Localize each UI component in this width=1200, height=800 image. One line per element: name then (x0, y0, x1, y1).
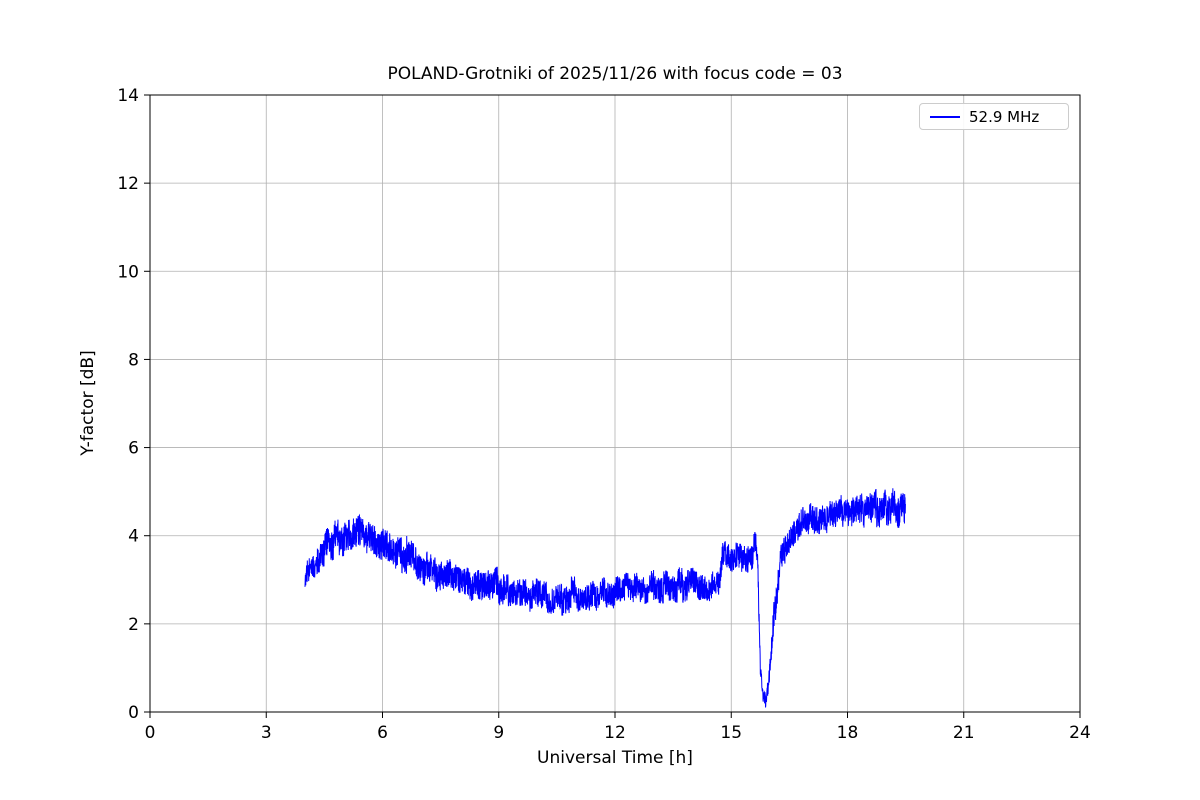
y-tick-label: 0 (128, 703, 139, 723)
x-tick-label: 15 (720, 723, 742, 743)
y-tick-label: 4 (128, 527, 139, 547)
x-tick-label: 24 (1069, 723, 1091, 743)
y-tick-label: 8 (128, 350, 139, 370)
tick-marks (144, 94, 1081, 718)
x-tick-label: 21 (953, 723, 975, 743)
x-tick-label: 9 (493, 723, 504, 743)
x-axis-label: Universal Time [h] (537, 748, 693, 768)
x-tick-label: 18 (837, 723, 859, 743)
legend: 52.9 MHz (919, 103, 1069, 130)
chart-title: POLAND-Grotniki of 2025/11/26 with focus… (387, 64, 843, 84)
x-tick-label: 6 (377, 723, 388, 743)
legend-line-swatch (930, 115, 960, 118)
x-tick-label: 3 (261, 723, 272, 743)
y-tick-label: 6 (128, 439, 139, 459)
grid (149, 94, 1081, 713)
legend-label: 52.9 MHz (969, 107, 1040, 126)
y-tick-label: 14 (117, 86, 139, 106)
y-tick-label: 2 (128, 615, 139, 635)
series-line (304, 488, 906, 708)
x-tick-label: 0 (145, 723, 156, 743)
y-axis-label: Y-factor [dB] (78, 350, 98, 456)
y-tick-label: 12 (117, 174, 139, 194)
x-tick-label: 12 (604, 723, 626, 743)
y-tick-label: 10 (117, 262, 139, 282)
